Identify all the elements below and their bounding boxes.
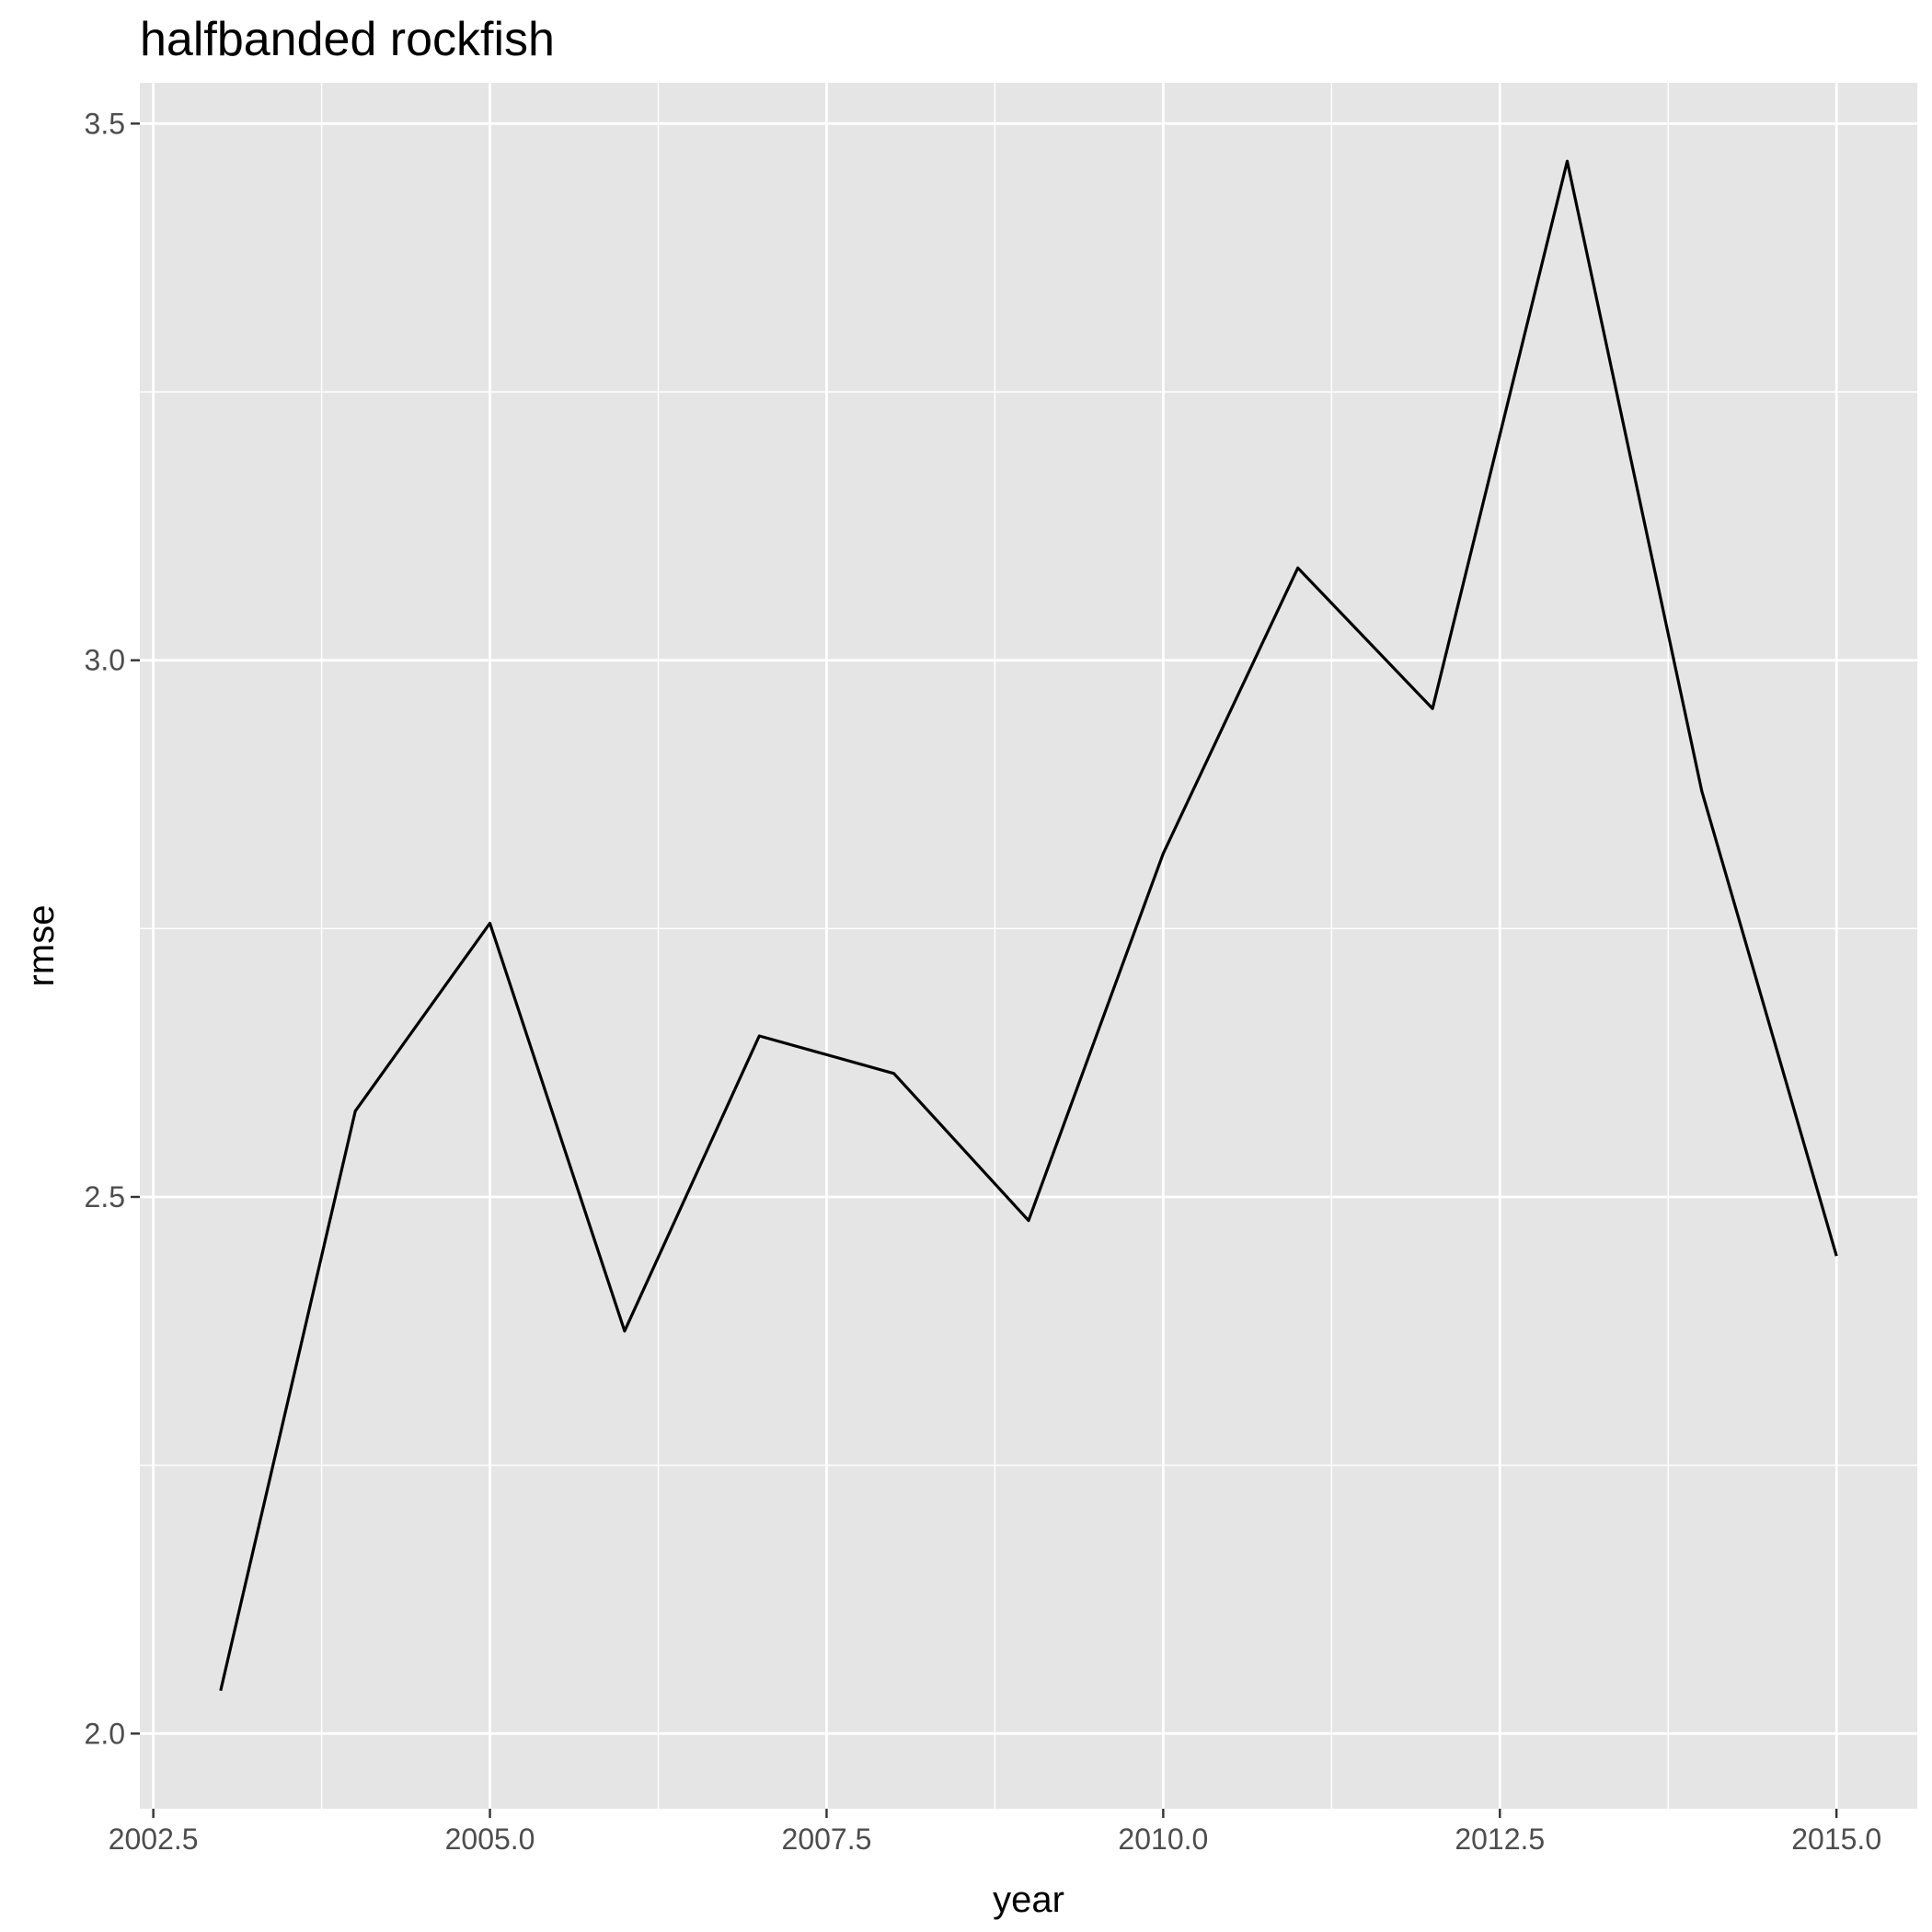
x-tick-label: 2015.0 [1791,1823,1881,1856]
chart-title: halfbanded rockfish [140,13,555,66]
plot-panel [140,83,1917,1809]
y-tick-label: 3.5 [85,107,125,140]
x-axis: 2002.5 2005.0 2007.5 2010.0 2012.5 2015.0 [109,1809,1881,1856]
x-tick-label: 2005.0 [445,1823,535,1856]
major-gridlines [140,83,1917,1809]
x-tick-label: 2010.0 [1118,1823,1208,1856]
y-tick-label: 2.5 [85,1180,125,1213]
y-tick-label: 2.0 [85,1717,125,1750]
y-tick-label: 3.0 [85,644,125,677]
x-tick-label: 2007.5 [782,1823,872,1856]
y-axis-title: rmse [21,905,62,987]
minor-gridlines [140,83,1917,1809]
series-layer [219,159,1838,1692]
x-tick-label: 2002.5 [109,1823,199,1856]
y-axis: 2.0 2.5 3.0 3.5 [85,107,140,1750]
series-line [219,159,1838,1692]
x-tick-label: 2012.5 [1455,1823,1545,1856]
x-axis-title: year [993,1880,1064,1920]
